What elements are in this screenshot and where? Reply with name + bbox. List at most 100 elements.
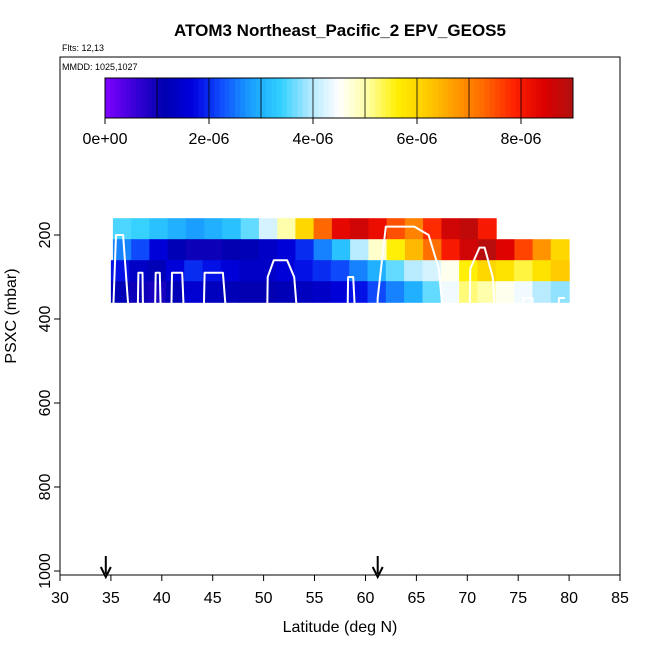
colorbar-segment (313, 78, 319, 118)
heatmap-cell (477, 218, 497, 240)
heatmap-cell (404, 239, 424, 261)
heatmap-cell (385, 281, 405, 303)
colorbar-segment (162, 78, 168, 118)
colorbar-segment (245, 78, 252, 118)
colorbar-tick-label: 8e-06 (501, 131, 542, 148)
heatmap-cell (167, 239, 187, 261)
profile-line (111, 225, 565, 572)
colorbar-segment (146, 78, 153, 118)
colorbar-segment (547, 78, 553, 118)
heatmap-cell (185, 218, 205, 240)
heatmap-cell (514, 239, 534, 261)
colorbar-segment (323, 78, 330, 118)
heatmap-cell (165, 260, 185, 282)
heatmap-cell (350, 218, 369, 240)
colorbar-segment (198, 78, 205, 118)
colorbar-segment (479, 78, 486, 118)
heatmap-cell (477, 239, 497, 261)
colorbar-segment (458, 78, 465, 118)
heatmap-cell (131, 218, 150, 240)
heatmap-cell (440, 260, 460, 282)
heatmap-cell (532, 239, 552, 261)
colorbar-segment (484, 78, 491, 118)
heatmap-cell (204, 218, 223, 240)
heatmap-cell (239, 260, 259, 282)
x-tick-label: 75 (509, 590, 527, 607)
colorbar-segment (318, 78, 324, 118)
chart-title: ATOM3 Northeast_Pacific_2 EPV_GEOS5 (174, 21, 506, 40)
colorbar-segment (443, 78, 449, 118)
heatmap-cell (239, 281, 259, 303)
heatmap-cell (331, 218, 351, 240)
down-arrow-icon (371, 556, 384, 580)
colorbar-segment (495, 78, 501, 118)
colorbar-segment (125, 78, 132, 118)
heatmap-cell (441, 218, 461, 240)
heatmap-cell (131, 239, 150, 261)
latitude-markers (99, 556, 384, 580)
x-tick-label: 35 (102, 590, 120, 607)
heatmap-cell (459, 218, 479, 240)
y-tick-label: 1000 (37, 553, 54, 589)
colorbar-segment (385, 78, 392, 118)
colorbar-segment (531, 78, 538, 118)
colorbar-segment (552, 78, 558, 118)
colorbar-segment (469, 78, 475, 118)
heatmap-cell (550, 260, 570, 282)
y-tick-label: 400 (37, 306, 54, 333)
x-tick-label: 85 (611, 590, 629, 607)
heatmap-cell (349, 260, 369, 282)
colorbar-segment (417, 78, 423, 118)
colorbar-segment (115, 78, 122, 118)
colorbar-segment (422, 78, 428, 118)
colorbar-segment (365, 78, 371, 118)
colorbar-segment (427, 78, 434, 118)
heatmap-cell (532, 281, 552, 303)
colorbar-segment (281, 78, 288, 118)
heatmap-cell (477, 281, 497, 303)
colorbar-segment (432, 78, 439, 118)
colorbar-segment (370, 78, 376, 118)
heatmap-cell (185, 239, 205, 261)
colorbar-segment (515, 78, 522, 118)
colorbar-segment (401, 78, 408, 118)
heatmap-cell (368, 218, 388, 240)
colorbar-segment (307, 78, 314, 118)
colorbar-segment (349, 78, 356, 118)
y-tick-label: 800 (37, 474, 54, 501)
heatmap-cell (496, 239, 515, 261)
colorbar-tick-label: 6e-06 (397, 131, 438, 148)
heatmap-cell (441, 239, 461, 261)
x-tick-label: 50 (255, 590, 273, 607)
colorbar-segment (489, 78, 496, 118)
colorbar-segment (177, 78, 184, 118)
colorbar-segment (510, 78, 517, 118)
colorbar-segment (209, 78, 215, 118)
x-axis: 30 35 40 45 50 55 60 65 70 75 80 85 (51, 575, 629, 607)
heatmap-cell (459, 281, 478, 303)
heatmap-cell (202, 260, 222, 282)
colorbar-segment (203, 78, 210, 118)
colorbar-segment (391, 78, 397, 118)
colorbar-segment (141, 78, 148, 118)
plot-frame (59, 56, 621, 576)
colorbar-segment (151, 78, 158, 118)
heatmap-cell (277, 239, 296, 261)
colorbar-segment (183, 78, 189, 118)
heatmap-cell (312, 260, 332, 282)
colorbar-segment (240, 78, 246, 118)
heatmap-cell (149, 239, 169, 261)
y-axis-title: PSXC (mbar) (3, 268, 20, 363)
colorbar-segment (188, 78, 194, 118)
x-tick-label: 45 (204, 590, 222, 607)
x-axis-title: Latitude (deg N) (283, 619, 398, 636)
colorbar-segment (136, 78, 142, 118)
heatmap-cell (149, 218, 169, 240)
heatmap-cell (240, 239, 260, 261)
colorbar-segment (328, 78, 335, 118)
y-tick-label: 200 (37, 222, 54, 249)
colorbar-segment (396, 78, 402, 118)
colorbar-segment (224, 78, 231, 118)
heatmap-cell (240, 218, 260, 240)
colorbar-segment (302, 78, 309, 118)
